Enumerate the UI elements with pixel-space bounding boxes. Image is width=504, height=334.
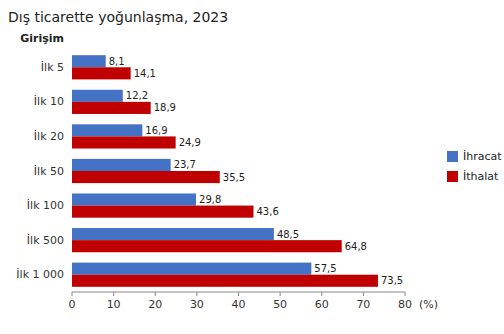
- x-tick-label: 20: [148, 298, 162, 311]
- data-label: 48,5: [277, 229, 299, 240]
- data-label: 43,6: [256, 206, 278, 217]
- category-label: İlk 5: [41, 61, 64, 74]
- x-tick: [113, 292, 114, 296]
- x-tick: [405, 292, 406, 296]
- data-label: 73,5: [381, 275, 403, 286]
- bars: [72, 55, 378, 287]
- x-tick-label: 80: [398, 298, 412, 311]
- title: Dış ticarette yoğunlaşma, 2023: [8, 9, 228, 25]
- legend-entry: İhracat: [463, 150, 502, 163]
- category-label: İlk 500: [27, 234, 64, 247]
- bar: [72, 228, 274, 240]
- x-tick-label: 40: [232, 298, 246, 311]
- bar: [72, 275, 378, 287]
- bar: [72, 240, 342, 252]
- x-tick-label: 0: [69, 298, 76, 311]
- x-tick: [363, 292, 364, 296]
- data-label: 14,1: [134, 68, 156, 79]
- data-label: 24,9: [179, 137, 201, 148]
- data-labels: 8,1 12,2 16,9 23,7 29,8 48,5 57,5 14,1 18,9 24,9 3…: [109, 56, 403, 287]
- legend-swatch: [447, 151, 458, 162]
- x-tick-label: 70: [356, 298, 370, 311]
- x-tick: [280, 292, 281, 296]
- x-tick: [72, 292, 73, 296]
- bar: [72, 136, 176, 148]
- x-tick: [321, 292, 322, 296]
- x-axis-label: (%): [419, 298, 438, 311]
- x-tick-label: 60: [315, 298, 329, 311]
- category-label: İlk 20: [34, 130, 64, 143]
- data-label: 12,2: [126, 90, 148, 101]
- bar: [72, 90, 123, 102]
- chart: Dış ticarette yoğunlaşma, 2023 Girişim 8,1…: [0, 0, 504, 334]
- data-label: 23,7: [174, 159, 196, 170]
- data-label: 64,8: [345, 241, 367, 252]
- bar: [72, 171, 220, 183]
- bar: [72, 193, 196, 205]
- x-tick-label: 30: [190, 298, 204, 311]
- x-tick-label: 50: [273, 298, 287, 311]
- bar: [72, 206, 253, 218]
- bar: [72, 55, 106, 67]
- bar: [72, 124, 142, 136]
- category-label: İlk 1 000: [16, 268, 64, 281]
- data-label: 18,9: [154, 102, 176, 113]
- data-label: 57,5: [314, 263, 336, 274]
- x-tick: [155, 292, 156, 296]
- data-label: 8,1: [109, 56, 125, 67]
- x-tick-label: 10: [107, 298, 121, 311]
- bar: [72, 263, 311, 275]
- x-tick: [238, 292, 239, 296]
- category-label: İlk 100: [27, 199, 64, 212]
- bar: [72, 102, 151, 114]
- x-tick: [196, 292, 197, 296]
- legend: İhracat İthalat: [447, 150, 502, 183]
- category-label: İlk 50: [34, 165, 64, 178]
- category-label: İlk 10: [34, 95, 64, 108]
- data-label: 16,9: [145, 125, 167, 136]
- data-label: 35,5: [223, 172, 245, 183]
- bar: [72, 159, 171, 171]
- legend-entry: İthalat: [463, 170, 499, 183]
- y-axis-label: Girişim: [20, 32, 64, 45]
- data-label: 29,8: [199, 194, 221, 205]
- legend-swatch: [447, 171, 458, 182]
- bar: [72, 67, 131, 79]
